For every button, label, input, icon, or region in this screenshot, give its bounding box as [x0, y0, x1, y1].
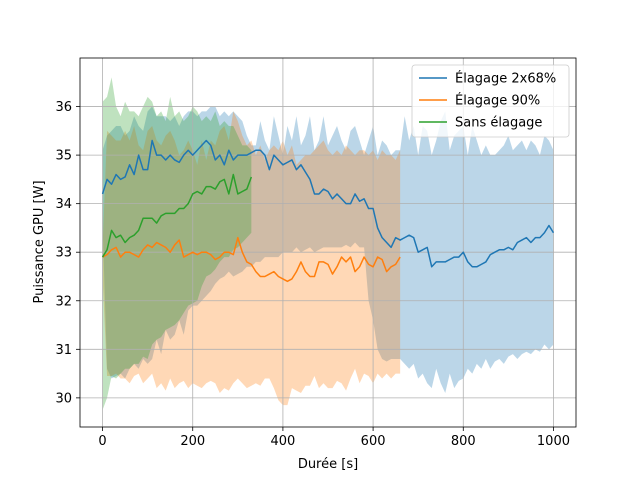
y-tick-label: 36 [55, 100, 72, 115]
band-elagage-2x68 [102, 106, 554, 394]
x-tick-label: 200 [180, 434, 205, 449]
y-tick-label: 31 [55, 343, 72, 358]
line-sans-elagage [101, 173, 253, 258]
y-axis-label: Puissance GPU [W] [32, 180, 47, 303]
x-tick-label: 0 [98, 434, 106, 449]
x-tick-label: 1000 [537, 434, 570, 449]
line-elagage-90 [102, 236, 401, 283]
y-tick-label: 34 [55, 197, 72, 212]
x-tick-label: 600 [361, 434, 386, 449]
legend-box [411, 64, 570, 138]
x-axis-ticks: 0 200 400 600 800 1000 [98, 427, 570, 449]
y-tick-label: 33 [55, 246, 72, 261]
legend-label-elagage-2x68: Élagage 2x68% [455, 71, 556, 87]
x-tick-label: 800 [451, 434, 476, 449]
series-lines [101, 139, 555, 283]
y-tick-label: 35 [55, 149, 72, 164]
plot-area-frame [79, 57, 577, 428]
y-tick-label: 32 [55, 294, 72, 309]
y-axis-ticks: 30 31 32 33 34 35 36 [55, 100, 80, 406]
legend: Élagage 2x68% Élagage 90% Sans élagage [411, 64, 570, 138]
line-elagage-2x68 [101, 139, 555, 268]
band-elagage-90 [102, 111, 401, 406]
x-axis-label: Durée [s] [298, 457, 358, 472]
y-tick-label: 30 [55, 391, 72, 406]
x-tick-label: 400 [270, 434, 295, 449]
legend-label-elagage-90: Élagage 90% [455, 93, 540, 109]
legend-label-sans-elagage: Sans élagage [455, 116, 542, 131]
